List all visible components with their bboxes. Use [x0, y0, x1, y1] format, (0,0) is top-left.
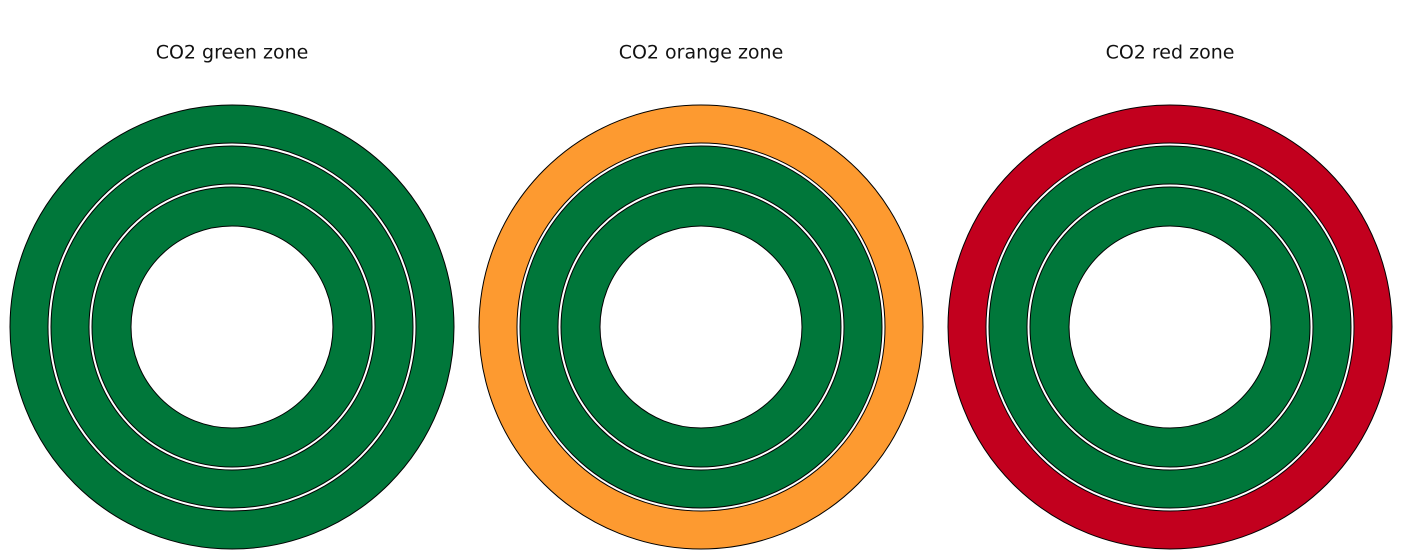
panel-title: CO2 orange zone [619, 42, 784, 64]
zone-icon: CO2 red zone [947, 42, 1393, 550]
ring-gap [599, 225, 803, 429]
zone-icon: CO2 green zone [9, 42, 455, 550]
panel-title: CO2 green zone [156, 42, 309, 64]
ring-gap [130, 225, 334, 429]
panel-title: CO2 red zone [1106, 42, 1235, 64]
ring-gap [1068, 225, 1272, 429]
zone-icon: CO2 orange zone [478, 42, 924, 550]
